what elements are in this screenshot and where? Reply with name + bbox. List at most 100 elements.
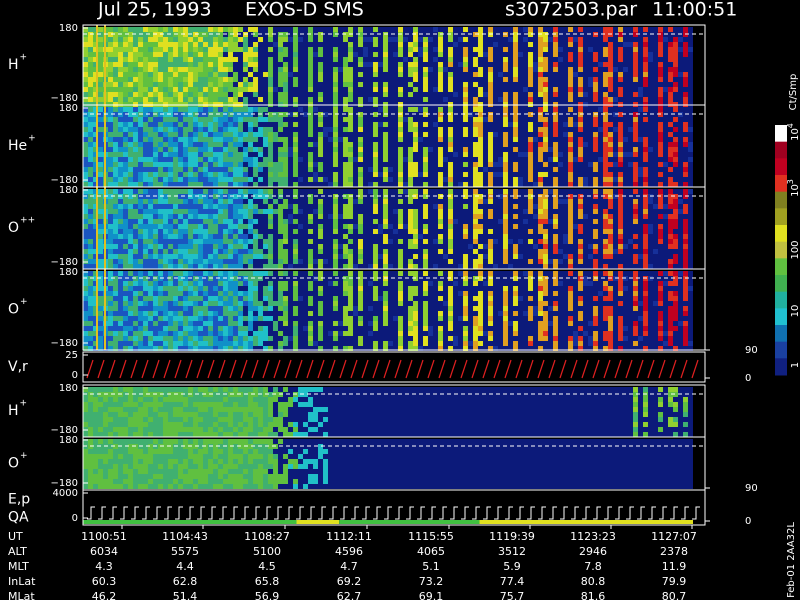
spectrogram-cell: [523, 47, 528, 52]
spectrogram-cell: [463, 67, 468, 72]
spectrogram-cell: [658, 162, 663, 167]
spectrogram-cell: [258, 229, 263, 234]
spectrogram-cell: [643, 162, 648, 167]
spectrogram-cell: [538, 92, 543, 97]
spectrogram-cell: [148, 132, 153, 137]
spectrogram-cell: [173, 122, 178, 127]
spectrogram-cell: [648, 92, 653, 97]
spectrogram-cell: [353, 172, 358, 177]
spectrogram-cell: [208, 142, 213, 147]
spectrogram-cell: [598, 147, 603, 152]
spectrogram-cell: [403, 182, 408, 187]
spectrogram-cell: [523, 137, 528, 142]
spectrogram-cell: [243, 199, 248, 204]
spectrogram-cell: [398, 219, 403, 224]
spectrogram-cell: [503, 67, 508, 72]
spectrogram-cell: [618, 142, 623, 147]
spectrogram-cell: [303, 234, 308, 239]
spectrogram-cell: [358, 239, 363, 244]
spectrogram-cell: [603, 62, 608, 67]
spectrogram-cell: [368, 214, 373, 219]
spectrogram-cell: [253, 67, 258, 72]
spectrogram-cell: [208, 214, 213, 219]
spectrogram-cell: [648, 157, 653, 162]
spectrogram-cell: [193, 229, 198, 234]
spectrogram-cell: [373, 177, 378, 182]
spectrogram-cell: [403, 152, 408, 157]
spectrogram-cell: [268, 112, 273, 117]
spectrogram-cell: [248, 27, 253, 32]
spectrogram-cell: [453, 182, 458, 187]
spectrogram-cell: [608, 57, 613, 62]
spectrogram-cell: [413, 147, 418, 152]
spectrogram-cell: [248, 77, 253, 82]
spectrogram-cell: [178, 177, 183, 182]
spectrogram-cell: [368, 47, 373, 52]
spectrogram-cell: [378, 77, 383, 82]
spectrogram-cell: [638, 162, 643, 167]
spectrogram-cell: [353, 189, 358, 194]
spectrogram-cell: [423, 62, 428, 67]
spectrogram-cell: [548, 142, 553, 147]
spectrogram-cell: [108, 244, 113, 249]
spectrogram-cell: [238, 27, 243, 32]
spectrogram-cell: [193, 249, 198, 254]
spectrogram-cell: [278, 67, 283, 72]
spectrogram-cell: [238, 97, 243, 102]
spectrogram-cell: [373, 97, 378, 102]
spectrogram-cell: [633, 47, 638, 52]
spectrogram-cell: [313, 234, 318, 239]
spectrogram-cell: [258, 42, 263, 47]
spectrogram-cell: [563, 167, 568, 172]
spectrogram-cell: [328, 42, 333, 47]
spectrogram-cell: [308, 224, 313, 229]
spectrogram-cell: [283, 182, 288, 187]
spectrogram-cell: [278, 107, 283, 112]
spectrogram-cell: [398, 162, 403, 167]
spectrogram-cell: [128, 249, 133, 254]
spectrogram-cell: [138, 172, 143, 177]
spectrogram-cell: [148, 162, 153, 167]
spectrogram-cell: [473, 167, 478, 172]
spectrogram-cell: [338, 239, 343, 244]
spectrogram-cell: [173, 152, 178, 157]
spectrogram-cell: [338, 87, 343, 92]
spectrogram-cell: [388, 107, 393, 112]
spectrogram-cell: [328, 244, 333, 249]
spectrogram-cell: [368, 52, 373, 57]
spectrogram-cell: [488, 72, 493, 77]
spectrogram-cell: [188, 259, 193, 264]
spectrogram-cell: [193, 264, 198, 269]
spectrogram-cell: [528, 77, 533, 82]
spectrogram-cell: [308, 157, 313, 162]
spectrogram-cell: [273, 82, 278, 87]
spectrogram-cell: [118, 152, 123, 157]
spectrogram-cell: [88, 52, 93, 57]
spectrogram-cell: [558, 82, 563, 87]
spectrogram-cell: [553, 57, 558, 62]
spectrogram-cell: [183, 194, 188, 199]
spectrogram-cell: [428, 97, 433, 102]
spectrogram-cell: [163, 209, 168, 214]
spectrogram-cell: [383, 47, 388, 52]
spectrogram-cell: [603, 127, 608, 132]
spectrogram-cell: [443, 37, 448, 42]
spectrogram-cell: [363, 117, 368, 122]
spectrogram-cell: [383, 244, 388, 249]
spectrogram-cell: [668, 152, 673, 157]
spectrogram-cell: [583, 167, 588, 172]
spectrogram-cell: [123, 52, 128, 57]
spectrogram-cell: [448, 157, 453, 162]
spectrogram-cell: [668, 122, 673, 127]
spectrogram-cell: [403, 62, 408, 67]
spectrogram-cell: [308, 27, 313, 32]
spectrogram-cell: [513, 172, 518, 177]
spectrogram-cell: [118, 92, 123, 97]
spectrogram-cell: [498, 57, 503, 62]
spectrogram-cell: [253, 234, 258, 239]
spectrogram-cell: [318, 229, 323, 234]
spectrogram-cell: [393, 72, 398, 77]
spectrogram-cell: [313, 87, 318, 92]
spectrogram-cell: [678, 47, 683, 52]
spectrogram-cell: [373, 67, 378, 72]
